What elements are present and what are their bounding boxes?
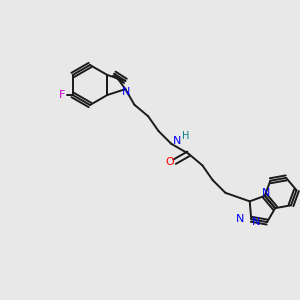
Text: N: N [262,188,270,198]
Text: N: N [236,214,244,224]
Text: N: N [122,87,130,97]
Text: H: H [182,131,190,141]
Text: F: F [58,90,65,100]
Text: O: O [165,157,174,167]
Text: N: N [252,217,260,227]
Text: N: N [173,136,182,146]
